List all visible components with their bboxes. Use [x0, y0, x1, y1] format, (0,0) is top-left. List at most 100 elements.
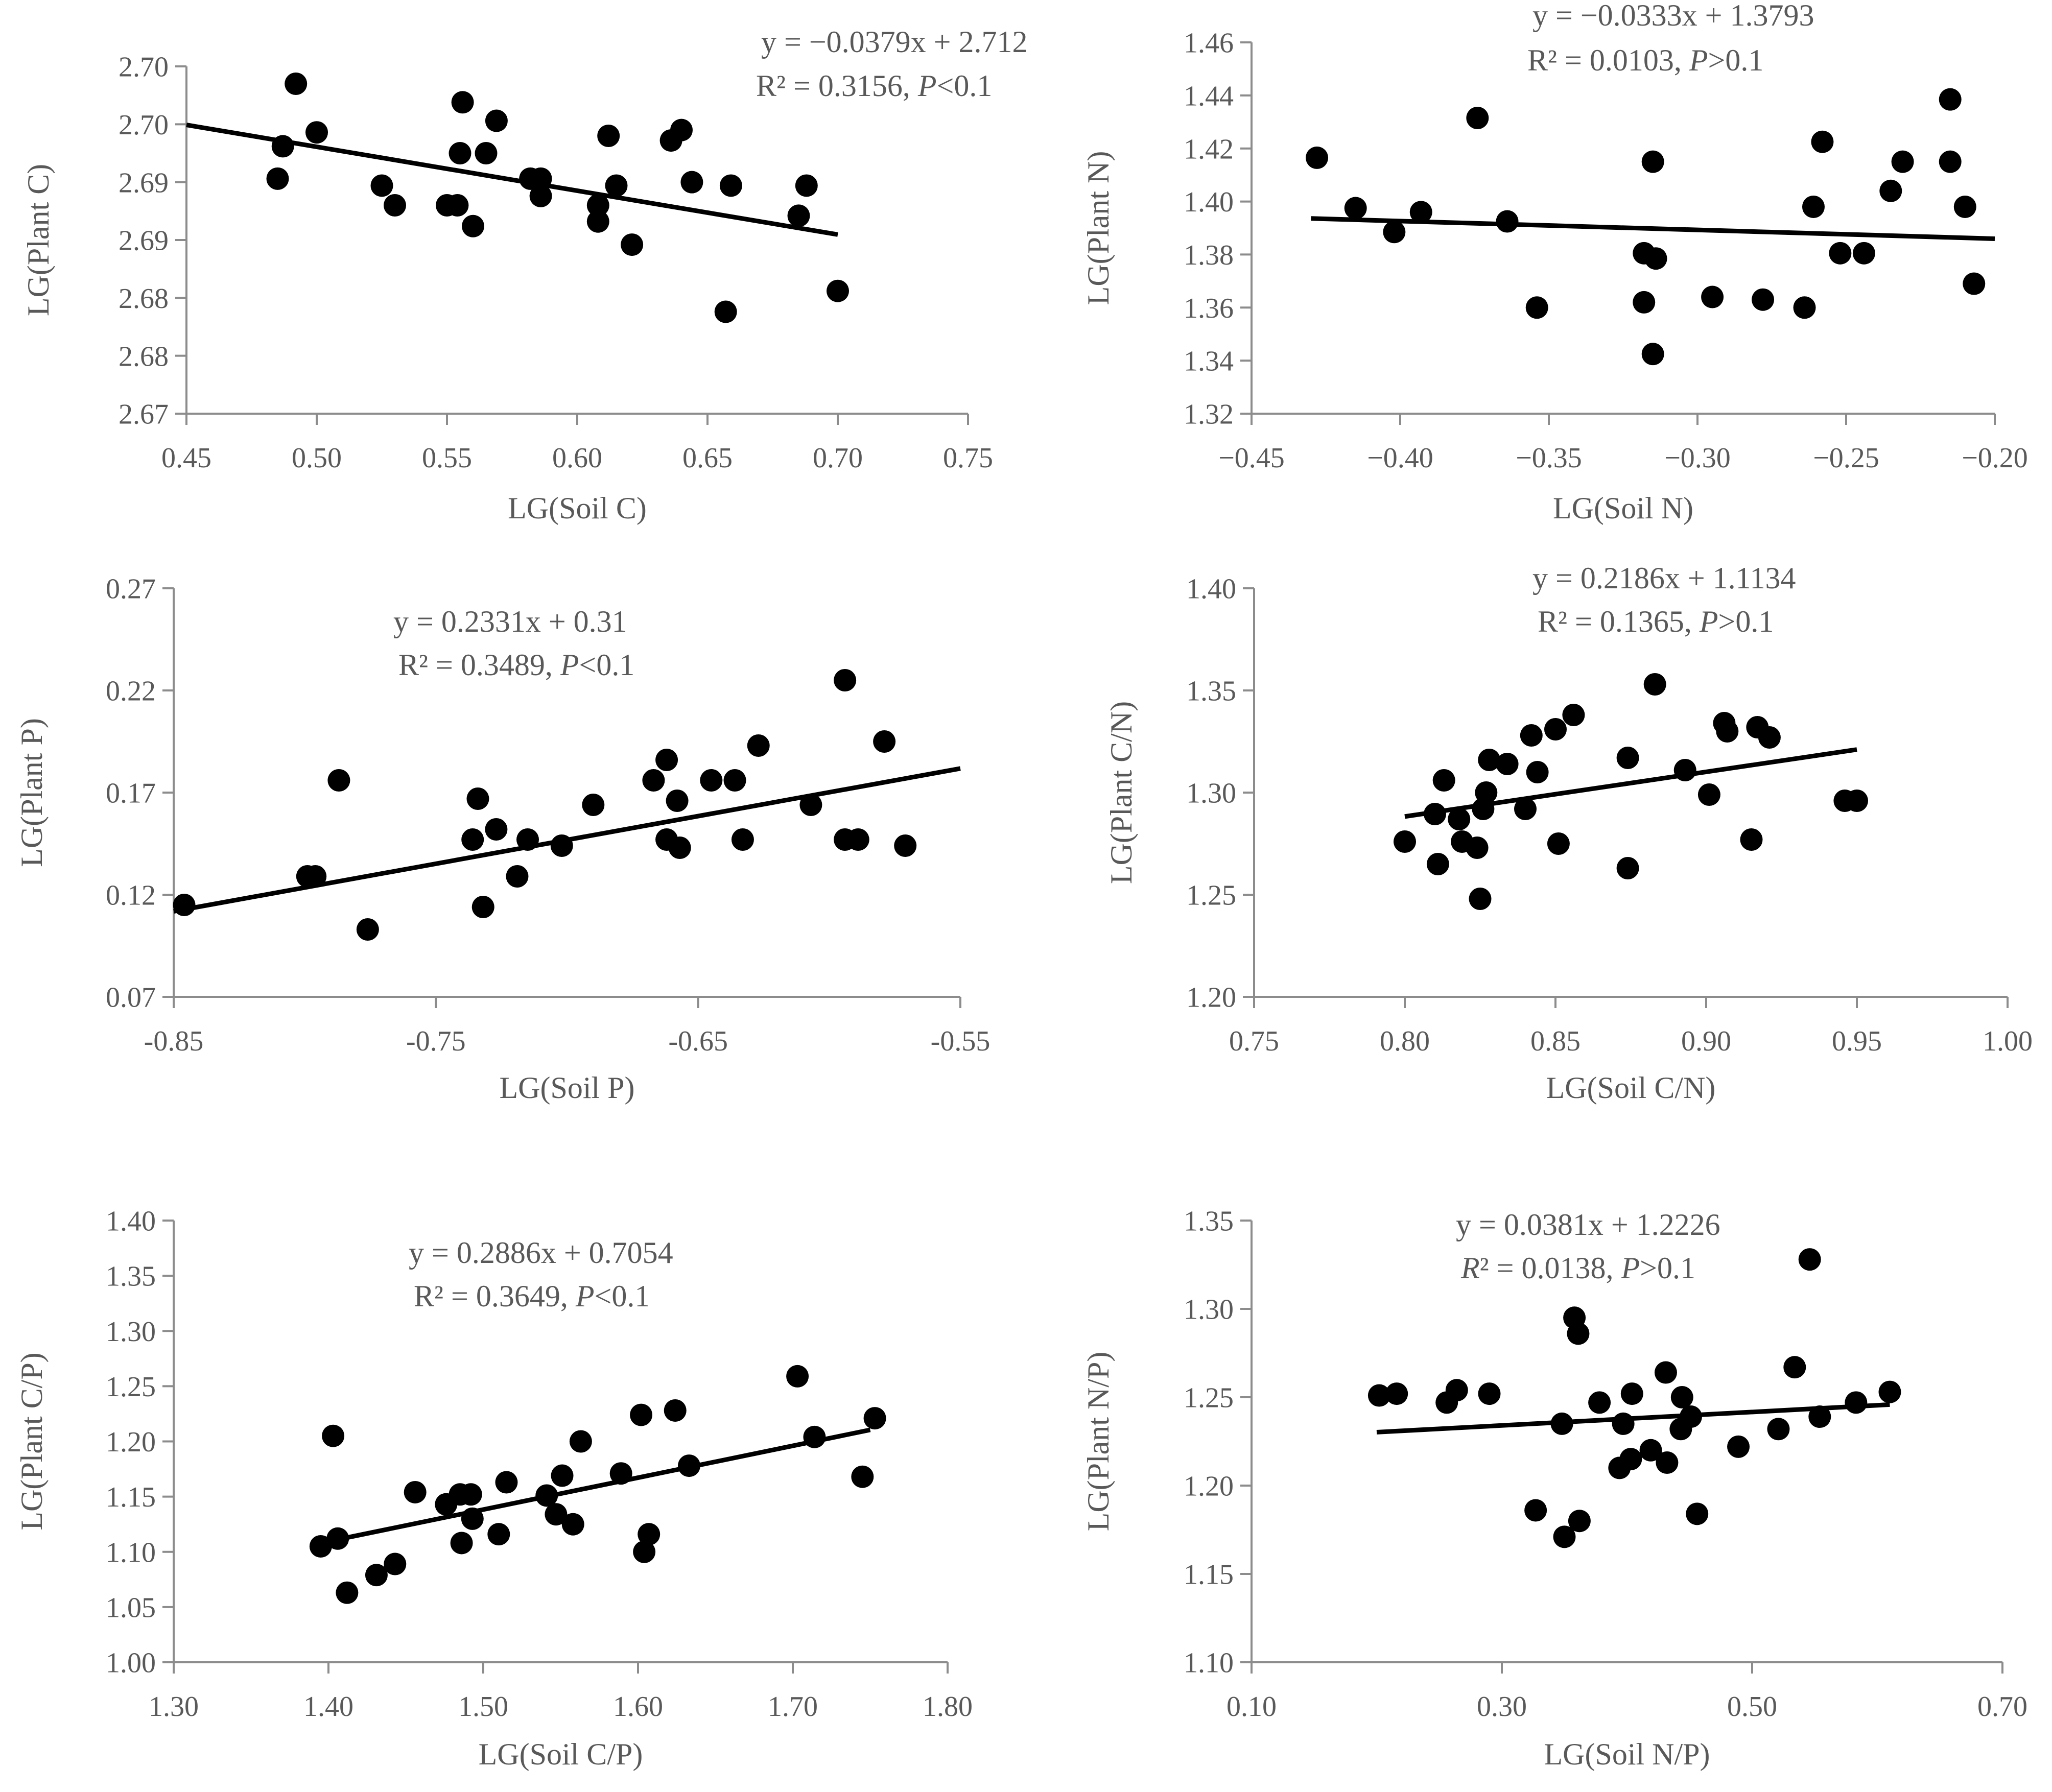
data-point [446, 194, 469, 217]
data-point [1568, 1510, 1591, 1533]
data-point [1727, 1435, 1750, 1458]
data-point [605, 174, 628, 197]
x-tick-label: 0.70 [813, 442, 863, 474]
data-point [1641, 150, 1664, 173]
y-tick-label: 1.05 [106, 1592, 156, 1623]
data-point [1783, 1356, 1806, 1379]
regression-equation: y = 0.2886x + 0.7054 [409, 1236, 673, 1270]
data-point [747, 734, 770, 757]
data-point [670, 118, 693, 141]
data-point [1496, 753, 1519, 775]
data-point [285, 73, 308, 95]
r2-value: R² = 0.3489, [398, 648, 560, 682]
y-tick-label: 1.15 [106, 1482, 156, 1513]
data-point [668, 837, 691, 859]
x-axis-label: LG(Soil N) [1553, 491, 1693, 525]
data-point [461, 1507, 484, 1530]
data-point [309, 1535, 332, 1558]
data-point [1619, 1448, 1642, 1471]
x-tick-label: −0.35 [1516, 442, 1582, 474]
data-point [731, 828, 754, 851]
data-point [1686, 1502, 1709, 1525]
data-point [621, 233, 644, 256]
p-value: >0.1 [1708, 43, 1764, 77]
data-point [1616, 857, 1639, 879]
data-point [1641, 343, 1664, 366]
data-point [1616, 747, 1639, 769]
x-tick-label: −0.30 [1664, 442, 1731, 474]
data-point [1758, 726, 1781, 749]
y-tick-label: 2.69 [119, 225, 169, 257]
x-tick-label: 0.30 [1477, 1691, 1527, 1723]
data-point [1367, 1384, 1390, 1407]
y-axis-label: LG(Plant N) [1081, 151, 1115, 305]
x-tick-label: −0.20 [1962, 442, 2028, 474]
data-point [1643, 673, 1666, 696]
data-point [535, 1484, 558, 1507]
r-squared-p-value: R² = 0.0138, P>0.1 [1460, 1251, 1695, 1285]
data-point [1448, 808, 1471, 830]
data-point [834, 669, 857, 691]
chart-panel-4: 1.20 1.25 1.30 1.35 1.40 0.75 0.80 0.85 0.90 0.95… [1104, 561, 2033, 1105]
regression-equation: y = 0.0381x + 1.2226 [1456, 1208, 1720, 1241]
data-point [462, 214, 484, 237]
regression-equation: y = −0.0379x + 2.712 [761, 25, 1028, 59]
x-tick-label: -0.75 [406, 1025, 466, 1057]
data-point [1752, 288, 1775, 311]
data-point [1526, 761, 1549, 783]
data-point [1963, 272, 1986, 295]
regression-equation: y = 0.2186x + 1.1134 [1532, 561, 1796, 595]
y-tick-label: 1.25 [1186, 880, 1236, 912]
chart-panel-5: 1.00 1.05 1.10 1.15 1.20 1.25 1.30 1.35 1.40 1.30… [15, 1206, 973, 1771]
data-point [1829, 242, 1852, 265]
x-tick-label: 0.85 [1530, 1025, 1581, 1057]
x-axis-label: LG(Soil C/N) [1546, 1071, 1716, 1105]
x-tick-label: 0.60 [552, 442, 602, 474]
data-point [1697, 783, 1720, 806]
x-axis-label: LG(Soil C/P) [479, 1737, 643, 1771]
data-point [1793, 296, 1816, 319]
data-point [404, 1480, 427, 1503]
regression-equation: y = −0.0333x + 1.3793 [1532, 0, 1814, 32]
y-tick-label: 2.70 [119, 52, 169, 83]
data-point [461, 828, 484, 851]
y-tick-label: 2.69 [119, 167, 169, 199]
x-tick-label: 1.70 [768, 1691, 818, 1723]
data-point [1588, 1391, 1611, 1414]
data-point [1633, 291, 1656, 314]
data-point [1612, 1412, 1635, 1435]
p-value: <0.1 [579, 648, 635, 682]
p-symbol: P [1699, 605, 1718, 638]
y-tick-label: 1.30 [1184, 1294, 1234, 1326]
chart-panel-6: 1.10 1.15 1.20 1.25 1.30 1.35 0.10 0.30 0.50 0.70… [1081, 1206, 2027, 1771]
data-point [1808, 1405, 1831, 1428]
data-point [495, 1471, 518, 1494]
data-point [1544, 718, 1567, 740]
data-point [786, 1365, 809, 1388]
p-symbol: P [1620, 1251, 1640, 1285]
y-axis-label: LG(Plant N/P) [1081, 1352, 1115, 1532]
y-tick-label: 1.34 [1184, 346, 1234, 377]
data-point [1567, 1322, 1590, 1345]
data-point [1891, 150, 1914, 173]
y-tick-label: 1.40 [106, 1206, 156, 1237]
x-tick-label: 0.50 [292, 442, 342, 474]
y-tick-label: 1.20 [106, 1426, 156, 1458]
y-tick-label: 0.17 [106, 778, 156, 809]
x-tick-label: 0.95 [1832, 1025, 1882, 1057]
y-axis-label: LG(Plant P) [15, 718, 49, 867]
data-point [664, 1399, 687, 1422]
data-point [642, 769, 665, 792]
data-point [466, 787, 489, 810]
data-point [1939, 150, 1962, 173]
y-tick-label: 2.68 [119, 283, 169, 315]
regression-equation: y = 0.2331x + 0.31 [393, 605, 627, 638]
data-point [787, 204, 810, 227]
data-point [677, 1454, 700, 1477]
data-point [633, 1540, 656, 1563]
data-point [1445, 1379, 1468, 1402]
data-point [1409, 201, 1432, 224]
data-point [173, 894, 196, 916]
data-point [803, 1425, 826, 1448]
